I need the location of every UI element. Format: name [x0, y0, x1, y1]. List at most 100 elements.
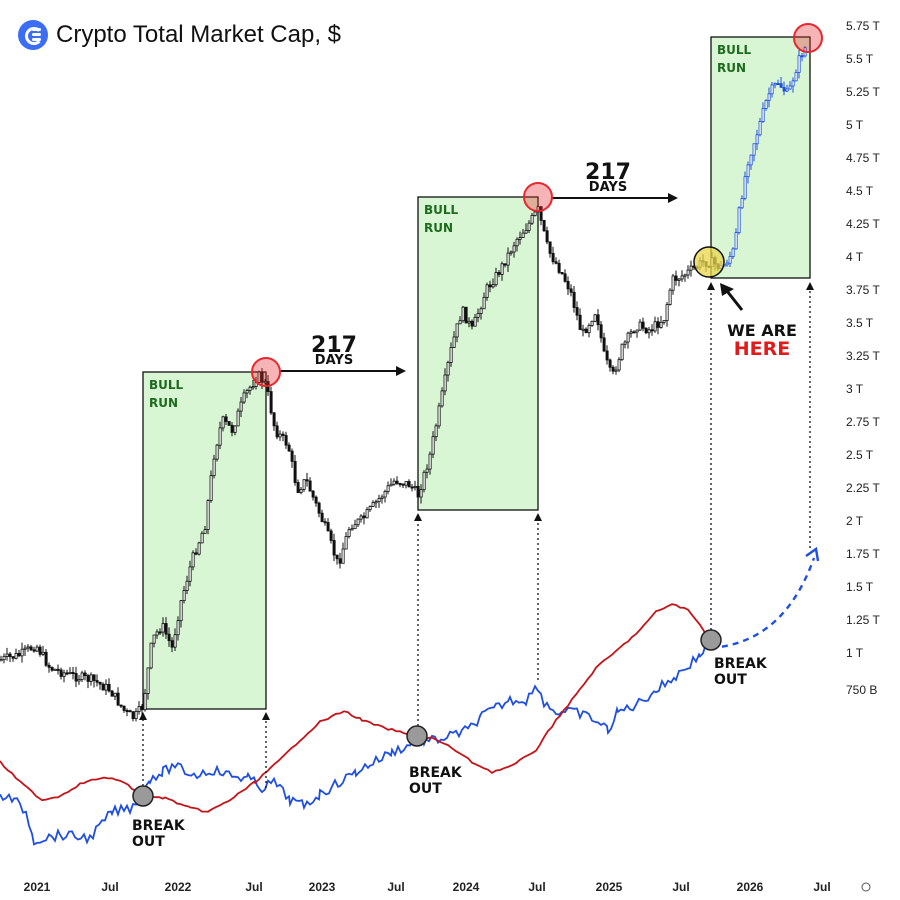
breakout-label: BREAK [409, 765, 463, 781]
candle-body [206, 500, 210, 530]
candle-body [350, 528, 354, 531]
candle-body [542, 219, 546, 232]
candle-body [191, 552, 195, 568]
bull-run-label: BULL [149, 378, 184, 392]
breakout-label: OUT [714, 672, 747, 688]
arrow-up-icon [414, 513, 422, 521]
candle-body [749, 154, 753, 166]
candle-body [434, 425, 438, 438]
candle-body [47, 664, 51, 668]
y-tick-label: 5 T [846, 118, 864, 132]
candle-body [269, 391, 273, 414]
candle-body [26, 646, 30, 649]
candle-body [503, 263, 507, 266]
candle-body [767, 93, 771, 101]
candle-body [785, 88, 789, 92]
candle-body [164, 623, 168, 635]
current-position-circle [693, 246, 725, 278]
arrow-right-icon [668, 193, 678, 203]
candle-body [314, 496, 318, 504]
candle-body [284, 435, 288, 446]
candle-body [149, 642, 153, 669]
projection-dashed-line [710, 557, 816, 650]
candle-body [464, 306, 468, 324]
candle-body [599, 324, 603, 339]
candle-body [311, 490, 315, 498]
candle-body [107, 683, 111, 692]
fast-indicator-line [0, 639, 712, 846]
candle-body [608, 359, 612, 368]
candle-body [278, 433, 282, 438]
y-tick-label: 2.75 T [846, 415, 880, 429]
candle-body [122, 705, 126, 711]
candle-body [623, 341, 627, 345]
y-tick-label: 2.25 T [846, 481, 880, 495]
candle-body [419, 489, 423, 498]
candle-body [554, 261, 558, 264]
bull-run-label: BULL [717, 43, 752, 57]
arrow-up-icon [707, 282, 715, 290]
candle-body [422, 471, 426, 491]
candle-body [512, 245, 516, 253]
breakout-marker-circle [406, 725, 428, 747]
candle-body [359, 515, 363, 520]
y-tick-label: 1.25 T [846, 613, 880, 627]
candle-body [272, 412, 276, 427]
candle-body [131, 711, 135, 719]
candle-body [77, 679, 81, 682]
candle-body [281, 433, 285, 436]
candle-body [476, 313, 480, 318]
candle-body [791, 80, 795, 87]
candle-body [104, 683, 108, 691]
candle-body [233, 425, 237, 433]
candle-body [515, 238, 519, 247]
candle-body [320, 512, 324, 523]
candle-body [167, 633, 171, 642]
candle-body [497, 272, 501, 275]
candle-body [653, 321, 657, 332]
candle-body [80, 672, 84, 680]
candle-body [50, 666, 54, 671]
candle-body [116, 692, 120, 706]
y-tick-label: 5.5 T [846, 52, 874, 66]
candle-body [386, 485, 390, 492]
candle-body [632, 331, 636, 334]
candle-body [245, 389, 249, 394]
candle-body [14, 652, 18, 659]
candle-body [173, 634, 177, 648]
slow-indicator-line [0, 603, 712, 813]
bull-run-box [417, 196, 539, 511]
candle-body [377, 498, 381, 503]
candle-body [626, 332, 630, 343]
bull-run-label: BULL [424, 203, 459, 217]
y-tick-label: 4.5 T [846, 184, 874, 198]
candle-body [56, 668, 60, 671]
candle-body [446, 362, 450, 376]
candle-body [557, 262, 561, 273]
candle-body [605, 350, 609, 361]
arrow-up-icon [534, 513, 542, 521]
candle-body [485, 284, 489, 298]
days-count-label: 217 [585, 160, 631, 185]
candle-body [758, 121, 762, 136]
candle-body [545, 230, 549, 243]
y-tick-label: 5.25 T [846, 85, 880, 99]
candle-body [737, 207, 741, 233]
candle-body [161, 623, 165, 633]
candle-body [20, 648, 24, 657]
annotations: 217DAYS217DAYSBREAKOUTBREAKOUTBREAKOUTWE… [132, 23, 823, 850]
candle-body [458, 320, 462, 325]
candle-body [455, 323, 459, 338]
candle-body [17, 652, 21, 657]
candle-body [287, 444, 291, 452]
x-tick-label: 2023 [309, 880, 336, 894]
candle-body [143, 693, 147, 711]
candle-body [68, 671, 72, 674]
peak-marker-circle [523, 182, 553, 212]
candle-body [236, 410, 240, 427]
candle-body [659, 321, 663, 328]
candle-body [170, 640, 174, 648]
x-tick-label: 2026 [737, 880, 764, 894]
candle-body [776, 82, 780, 85]
y-tick-label: 3.75 T [846, 283, 880, 297]
